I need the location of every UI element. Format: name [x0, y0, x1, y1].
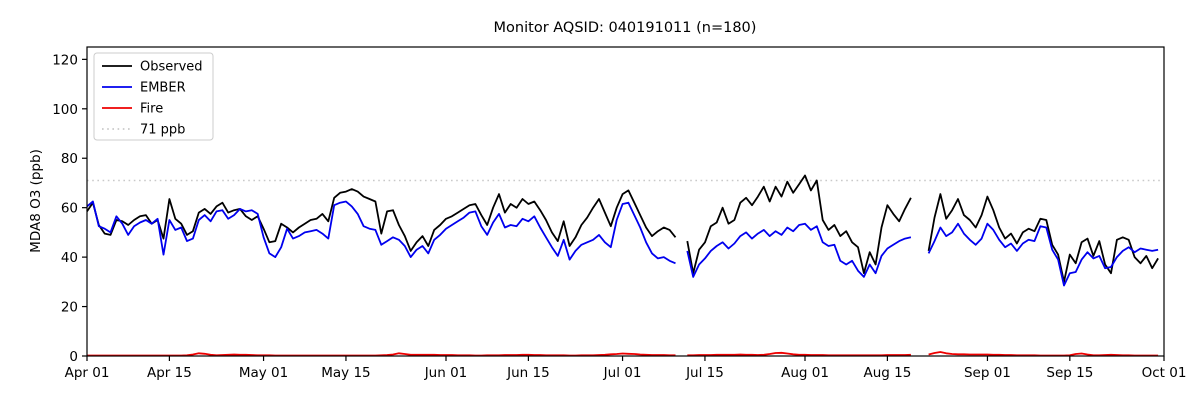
x-tick-label: May 15	[321, 365, 370, 381]
axes-frame	[86, 46, 1165, 357]
observed-line	[86, 188, 677, 252]
x-tick-label: Jun 01	[424, 365, 468, 381]
observed-line	[686, 174, 912, 275]
y-tick-label: 60	[61, 201, 78, 217]
ember-line	[686, 222, 912, 278]
x-tick-label: May 01	[239, 365, 288, 381]
y-tick-label: 80	[61, 151, 78, 167]
legend	[93, 52, 214, 141]
fire-line	[928, 351, 1159, 357]
legend-label-71-ppb: 71 ppb	[140, 123, 185, 138]
plot-area: 0 20 40 60 80 100 120 Apr 01 Apr 15 May 01 May 15 J…	[52, 46, 1187, 381]
x-tick-label: Oct 01	[1142, 365, 1187, 381]
x-tick-label: Aug 15	[863, 365, 911, 381]
x-tick-label: Aug 01	[781, 365, 829, 381]
x-tick-label: Sep 15	[1046, 365, 1093, 381]
x-tick-label: Jul 15	[685, 365, 724, 381]
x-tick-label: Sep 01	[964, 365, 1011, 381]
observed-line	[927, 193, 1159, 283]
y-tick-label: 120	[52, 52, 78, 68]
x-tick-label: Jun 15	[506, 365, 550, 381]
legend-label-fire: Fire	[140, 102, 163, 117]
y-tick-label: 0	[69, 349, 78, 365]
fire-line	[87, 352, 676, 357]
y-tick-label: 100	[52, 102, 78, 118]
chart-title: Monitor AQSID: 040191011 (n=180)	[494, 20, 757, 36]
legend-label-observed: Observed	[140, 60, 203, 75]
legend-label-ember: EMBER	[140, 81, 186, 96]
y-tick-label: 40	[61, 250, 78, 266]
x-tick-label: Jul 01	[603, 365, 642, 381]
y-tick-label: 20	[61, 300, 78, 316]
ember-line	[927, 222, 1159, 287]
ember-line	[86, 200, 676, 265]
y-axis-label: MDA8 O3 (ppb)	[28, 149, 44, 253]
x-tick-label: Apr 15	[147, 365, 192, 381]
x-tick-label: Apr 01	[65, 365, 110, 381]
fire-line	[687, 351, 911, 357]
